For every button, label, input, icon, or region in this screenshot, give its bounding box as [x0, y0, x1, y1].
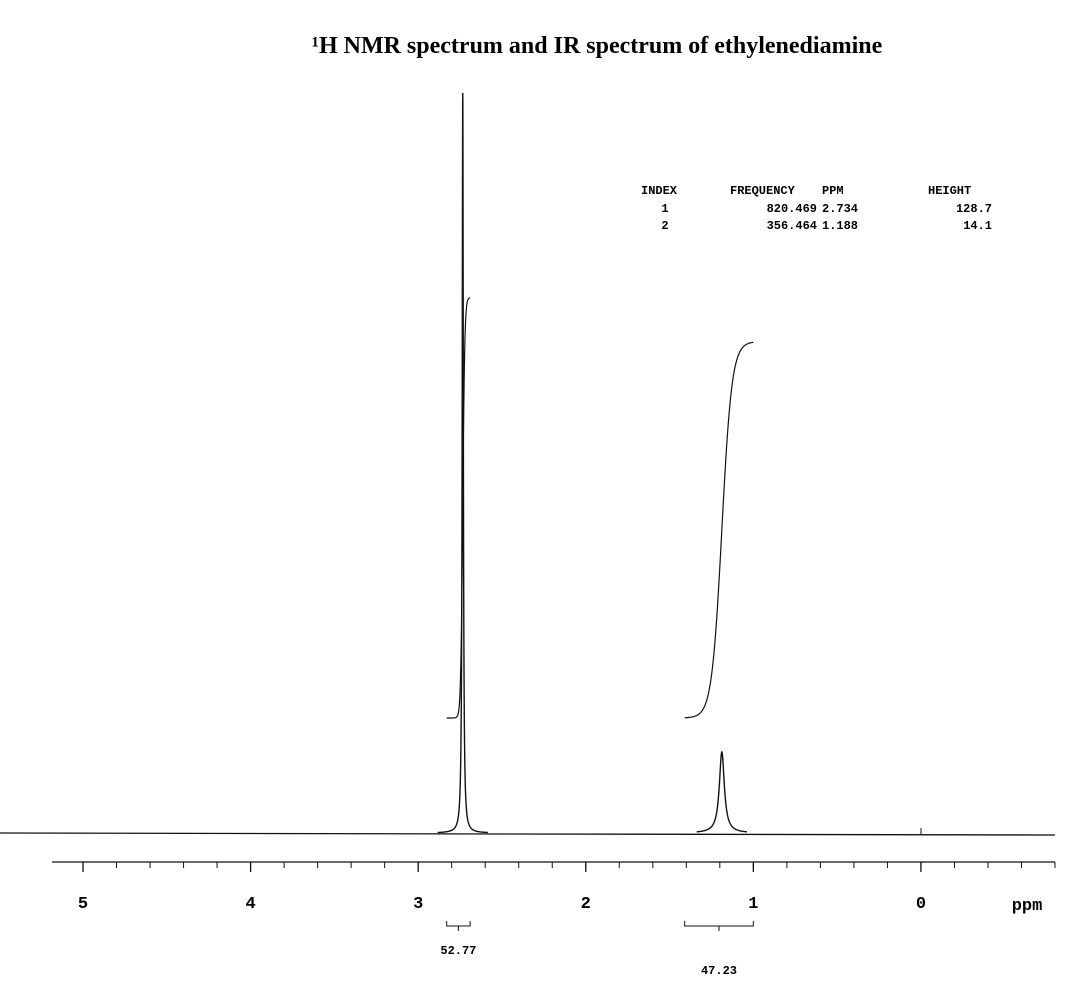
x-tick-label: 5 — [78, 895, 88, 914]
integral-bracket — [684, 921, 754, 931]
x-axis-label: ppm — [1012, 897, 1043, 916]
chart-title: ¹H NMR spectrum and IR spectrum of ethyl… — [312, 33, 883, 59]
integral-label: 47.23 — [701, 964, 737, 978]
table-cell: 820.469 — [767, 202, 817, 216]
baseline — [0, 832, 1056, 836]
table-cell: 2.734 — [822, 202, 858, 216]
table-header: INDEX — [641, 184, 678, 198]
table-cell: 128.7 — [956, 202, 992, 216]
integral-curve — [684, 341, 754, 719]
table-header: PPM — [822, 184, 844, 198]
table-header: FREQUENCY — [730, 184, 796, 198]
x-tick-label: 3 — [413, 895, 423, 914]
x-tick-label: 0 — [916, 895, 926, 914]
table-cell: 14.1 — [963, 219, 992, 233]
table-cell: 1.188 — [822, 219, 858, 233]
x-tick-label: 2 — [581, 895, 591, 914]
table-cell: 356.464 — [767, 219, 817, 233]
integral-label: 52.77 — [440, 944, 476, 958]
x-tick-label: 1 — [748, 895, 758, 914]
integral-bracket — [446, 921, 471, 931]
table-header: HEIGHT — [928, 184, 971, 198]
x-tick-label: 4 — [245, 895, 255, 914]
table-cell: 1 — [661, 202, 668, 216]
peak — [696, 750, 748, 833]
table-cell: 2 — [661, 219, 668, 233]
peak — [437, 92, 488, 834]
integral-curve — [446, 297, 471, 719]
